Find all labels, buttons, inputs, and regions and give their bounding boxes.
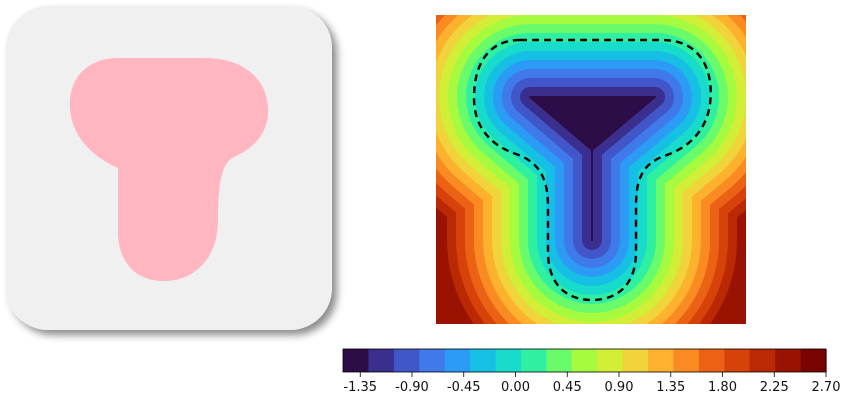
colorbar-cell (520, 349, 547, 372)
colorbar-cell (571, 349, 598, 372)
colorbar-cell (444, 349, 471, 372)
colorbar-cell (495, 349, 522, 372)
colorbar-cell (648, 349, 675, 372)
colorbar-cell (343, 349, 370, 372)
colorbar-cell (393, 349, 420, 372)
colorbar-cell (775, 349, 802, 372)
contour-bands (436, 15, 746, 324)
contour-band-0 (529, 96, 656, 241)
colorbar-cell (419, 349, 446, 372)
colorbar-cell (749, 349, 776, 372)
left-panel (6, 6, 332, 330)
colorbar-cell (698, 349, 725, 372)
colorbar-cell (673, 349, 700, 372)
colorbar-tick-label: 1.80 (708, 380, 737, 395)
colorbar-tick-label: -0.45 (447, 380, 481, 395)
colorbar-tick-label: 2.70 (812, 380, 841, 395)
colorbar-cells (343, 349, 827, 372)
colorbar-frame (342, 348, 827, 373)
colorbar: -1.35 -0.90 -0.45 0.00 0.45 0.90 1.35 1.80 2.25 2… (342, 348, 840, 395)
colorbar-tick-label: 0.45 (553, 380, 582, 395)
colorbar-tick-label: 1.35 (656, 380, 685, 395)
colorbar-cell (597, 349, 624, 372)
colorbar-cell (622, 349, 649, 372)
zero-level-contour (472, 38, 712, 302)
colorbar-cell (724, 349, 751, 372)
colorbar-tick-label: 2.25 (760, 380, 789, 395)
colorbar-cell (470, 349, 497, 372)
colorbar-tick-label: 0.00 (501, 380, 530, 395)
colorbar-tick-label: -1.35 (343, 380, 377, 395)
colorbar-cell (800, 349, 827, 372)
colorbar-cell (368, 349, 395, 372)
colorbar-tick-label: 0.90 (605, 380, 634, 395)
colorbar-cell (546, 349, 573, 372)
plot-area (436, 15, 746, 324)
pink-shape (69, 58, 269, 282)
colorbar-tick-label: -0.90 (395, 380, 429, 395)
colorbar-ticks: -1.35 -0.90 -0.45 0.00 0.45 0.90 1.35 1.80 2.25 2… (343, 372, 840, 395)
